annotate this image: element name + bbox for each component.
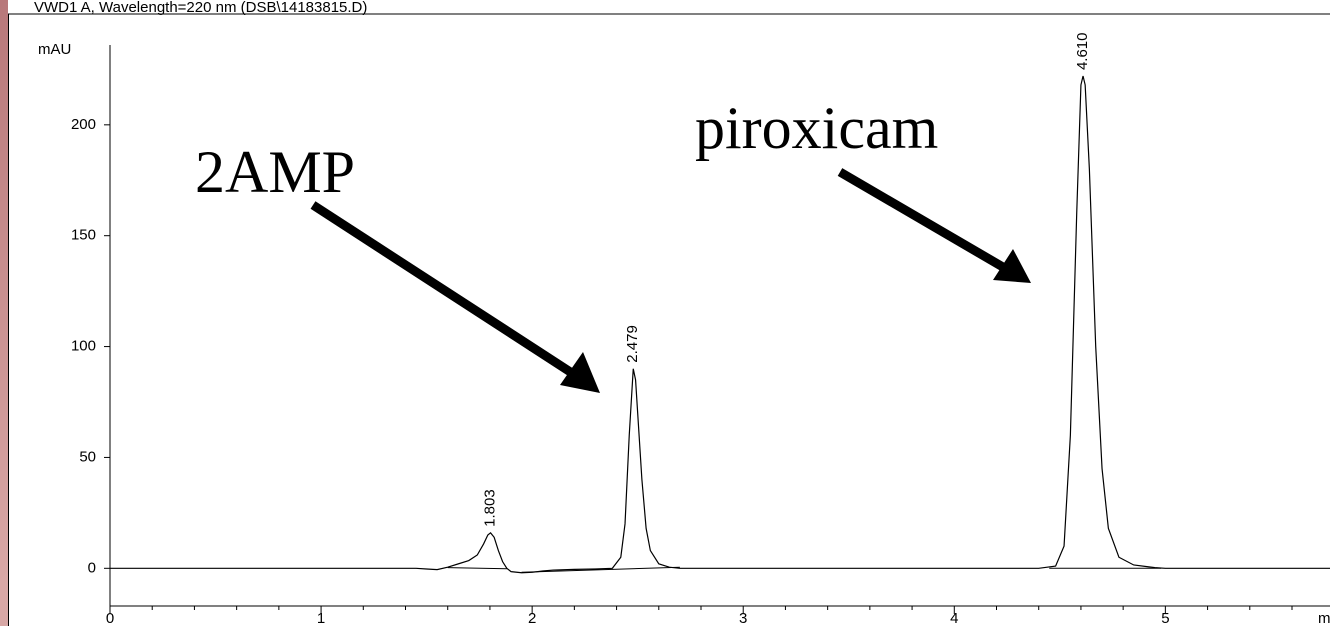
y-tick-label: 150 [71, 227, 96, 244]
x-tick-label: 1 [317, 610, 325, 626]
peak-label: 2.479 [624, 325, 641, 363]
chart-title: VWD1 A, Wavelength=220 nm (DSB\14183815.… [34, 0, 367, 16]
integration-baseline [521, 566, 680, 573]
y-tick-label: 0 [88, 559, 96, 576]
annotation: 2AMP [195, 139, 355, 205]
arrow [310, 201, 600, 393]
y-tick-label: 200 [71, 116, 96, 133]
x-tick-label: 3 [739, 610, 747, 626]
x-tick-label: 0 [106, 610, 114, 626]
integration-baseline [447, 567, 507, 570]
arrow [837, 168, 1031, 283]
plot: 0 50 100 150 200 0 1 2 3 4 5 1.803 2.479 4.610 [71, 32, 1330, 626]
x-tick-label: 2 [528, 610, 536, 626]
plot-panel [8, 0, 1330, 626]
peak-label: 4.610 [1074, 32, 1091, 70]
y-axis-label: mAU [38, 41, 71, 58]
x-tick-label: 5 [1161, 610, 1169, 626]
annotation: piroxicam [695, 95, 938, 161]
x-axis-label: min [1318, 610, 1330, 626]
peak-label: 1.803 [482, 489, 499, 527]
y-tick-label: 100 [71, 338, 96, 355]
y-tick-label: 50 [79, 448, 96, 465]
x-tick-label: 4 [950, 610, 958, 626]
signal-trace [110, 75, 1330, 574]
